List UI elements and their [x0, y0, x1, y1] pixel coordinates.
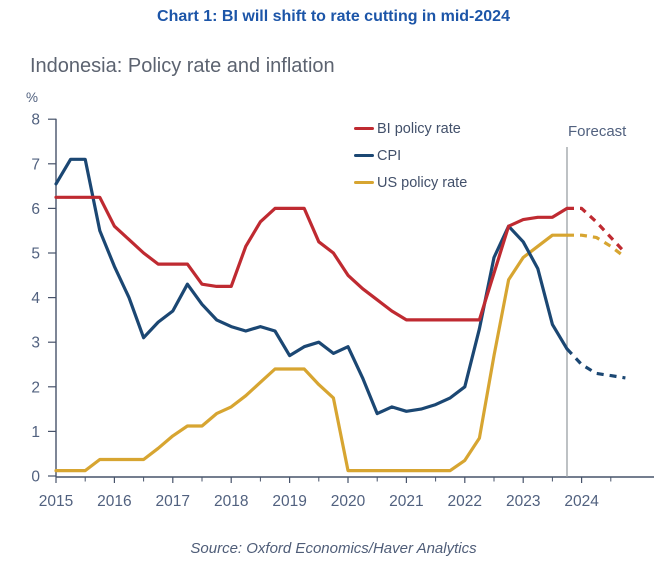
- x-axis-tick-label: 2023: [506, 493, 540, 510]
- bi_policy_rate-forecast-line: [567, 206, 627, 255]
- chart-legend: BI policy rate CPI US policy rate: [354, 115, 467, 196]
- y-axis-tick-label: 6: [31, 201, 40, 218]
- x-axis-tick-label: 2021: [389, 493, 423, 510]
- us_policy_rate-legend-label: US policy rate: [377, 174, 468, 191]
- x-axis-tick-label: 2020: [331, 493, 366, 510]
- forecast-label: Forecast: [568, 123, 627, 140]
- y-axis-tick-label: 4: [31, 290, 40, 307]
- us_policy_rate-legend-swatch: [354, 180, 374, 185]
- x-axis-tick-label: 2017: [156, 493, 190, 510]
- legend-item-bi_policy_rate: BI policy rate: [354, 115, 467, 142]
- x-axis-tick-label: 2015: [39, 493, 73, 510]
- cpi-legend-swatch: [354, 153, 374, 158]
- y-axis-tick-label: 2: [31, 379, 40, 396]
- bi_policy_rate-line: [54, 195, 569, 322]
- y-axis-tick-label: 8: [31, 112, 40, 129]
- bi_policy_rate-legend-label: BI policy rate: [377, 120, 461, 137]
- source-attribution: Source: Oxford Economics/Haver Analytics: [190, 540, 477, 557]
- chart-title: Chart 1: BI will shift to rate cutting i…: [157, 8, 510, 25]
- chart-subtitle: Indonesia: Policy rate and inflation: [30, 55, 335, 77]
- cpi-forecast-line: [565, 347, 626, 380]
- legend-item-cpi: CPI: [354, 142, 467, 169]
- us_policy_rate-line: [54, 233, 569, 473]
- us_policy_rate-forecast-line: [567, 233, 627, 259]
- cpi-legend-label: CPI: [377, 147, 402, 164]
- y-axis-tick-label: 7: [31, 156, 40, 173]
- y-axis-tick-label: 5: [31, 246, 40, 263]
- y-axis-tick-label: 0: [31, 469, 40, 486]
- x-axis-tick-label: 2018: [214, 493, 248, 510]
- x-axis-tick-label: 2024: [564, 493, 599, 510]
- x-axis-tick-label: 2016: [97, 493, 131, 510]
- bi_policy_rate-legend-swatch: [354, 126, 374, 131]
- x-axis-tick-label: 2022: [448, 493, 482, 510]
- x-axis-tick-label: 2019: [272, 493, 306, 510]
- legend-item-us_policy_rate: US policy rate: [354, 169, 467, 196]
- y-axis-unit-label: %: [26, 90, 39, 105]
- y-axis-tick-label: 3: [31, 335, 40, 352]
- y-axis-tick-label: 1: [31, 424, 40, 441]
